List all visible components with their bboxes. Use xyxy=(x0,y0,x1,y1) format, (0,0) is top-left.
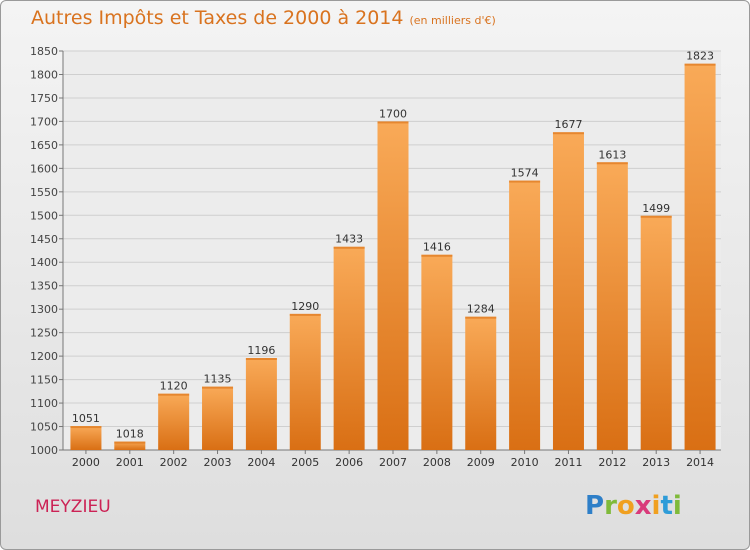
bar-top xyxy=(70,426,102,429)
y-tick-label: 1400 xyxy=(30,256,58,269)
chart-title: Autres Impôts et Taxes de 2000 à 2014 (en… xyxy=(31,7,496,29)
bar-top xyxy=(158,393,190,396)
y-tick-label: 1200 xyxy=(30,350,58,363)
x-tick-label: 2012 xyxy=(598,456,626,469)
x-tick-label: 2013 xyxy=(642,456,670,469)
x-tick-label: 2003 xyxy=(204,456,232,469)
bar-top xyxy=(289,313,321,316)
y-tick-label: 1300 xyxy=(30,303,58,316)
x-tick-label: 2010 xyxy=(511,456,539,469)
x-tick-label: 2000 xyxy=(72,456,100,469)
bar xyxy=(465,316,497,450)
chart-title-text: Autres Impôts et Taxes de 2000 à 2014 xyxy=(31,7,404,29)
bar xyxy=(684,63,716,450)
bar xyxy=(596,162,628,450)
x-tick-label: 2009 xyxy=(467,456,495,469)
y-tick-label: 1000 xyxy=(30,444,58,457)
bar xyxy=(421,254,453,450)
bar xyxy=(245,357,277,450)
bar xyxy=(640,215,672,450)
bar-value-label: 1433 xyxy=(335,233,363,246)
bar-value-label: 1677 xyxy=(554,118,582,131)
bar xyxy=(552,132,584,450)
x-tick-label: 2001 xyxy=(116,456,144,469)
y-tick-label: 1600 xyxy=(30,162,58,175)
y-tick-label: 1550 xyxy=(30,186,58,199)
bar-top xyxy=(596,162,628,165)
bar xyxy=(333,246,365,450)
logo-letter: o xyxy=(616,491,635,521)
logo-letter: x xyxy=(634,491,652,521)
bar-top xyxy=(114,441,146,444)
bar-value-label: 1416 xyxy=(423,241,451,254)
proxiti-logo[interactable]: Proxiti xyxy=(585,491,682,521)
bar xyxy=(289,313,321,450)
y-tick-label: 1150 xyxy=(30,374,58,387)
logo-letter: t xyxy=(660,491,673,521)
y-tick-label: 1500 xyxy=(30,209,58,222)
bar-value-label: 1051 xyxy=(72,412,100,425)
bar xyxy=(202,386,234,450)
bar-value-label: 1823 xyxy=(686,50,714,63)
y-tick-label: 1350 xyxy=(30,280,58,293)
bar xyxy=(70,426,102,450)
bar xyxy=(377,121,409,450)
y-tick-label: 1850 xyxy=(30,45,58,58)
x-tick-label: 2002 xyxy=(160,456,188,469)
bar-value-label: 1574 xyxy=(511,167,539,180)
y-tick-label: 1450 xyxy=(30,233,58,246)
logo-letter: r xyxy=(604,491,617,521)
bar-value-label: 1135 xyxy=(204,373,232,386)
bar-top xyxy=(421,254,453,257)
logo-letter: i xyxy=(672,491,682,521)
bar-value-label: 1499 xyxy=(642,202,670,215)
y-tick-label: 1250 xyxy=(30,327,58,340)
bar-top xyxy=(684,63,716,66)
bar xyxy=(114,441,146,450)
labels: 1000 1050 1100 1150 1200 1250 1300 1350 1400 1450… xyxy=(30,45,714,469)
bar-value-label: 1290 xyxy=(291,300,319,313)
bar-top xyxy=(465,316,497,319)
bar-top xyxy=(640,215,672,218)
y-tick-label: 1800 xyxy=(30,68,58,81)
bar-top xyxy=(552,132,584,135)
bar-top xyxy=(333,246,365,249)
bar-value-label: 1196 xyxy=(247,344,275,357)
bar-value-label: 1613 xyxy=(598,148,626,161)
bars xyxy=(70,63,716,450)
y-tick-label: 1750 xyxy=(30,92,58,105)
bar-value-label: 1284 xyxy=(467,303,495,316)
bar-top xyxy=(202,386,234,389)
y-tick-label: 1700 xyxy=(30,115,58,128)
x-tick-label: 2004 xyxy=(247,456,275,469)
bar-value-label: 1120 xyxy=(160,380,188,393)
logo-letter: P xyxy=(585,491,605,521)
y-tick-label: 1100 xyxy=(30,397,58,410)
y-tick-label: 1650 xyxy=(30,139,58,152)
bar xyxy=(509,180,541,450)
x-tick-label: 2011 xyxy=(554,456,582,469)
bar-value-label: 1018 xyxy=(116,428,144,441)
bar-top xyxy=(509,180,541,183)
y-tick-label: 1050 xyxy=(30,421,58,434)
bar xyxy=(158,393,190,450)
bar-top xyxy=(377,121,409,124)
x-tick-label: 2005 xyxy=(291,456,319,469)
x-tick-label: 2007 xyxy=(379,456,407,469)
bar-value-label: 1700 xyxy=(379,107,407,120)
city-name: MEYZIEU xyxy=(35,497,111,517)
x-tick-label: 2008 xyxy=(423,456,451,469)
x-tick-label: 2014 xyxy=(686,456,714,469)
chart-unit: (en milliers d'€) xyxy=(409,14,496,27)
x-tick-label: 2006 xyxy=(335,456,363,469)
bar-top xyxy=(245,357,277,360)
logo-letter: i xyxy=(651,491,661,521)
